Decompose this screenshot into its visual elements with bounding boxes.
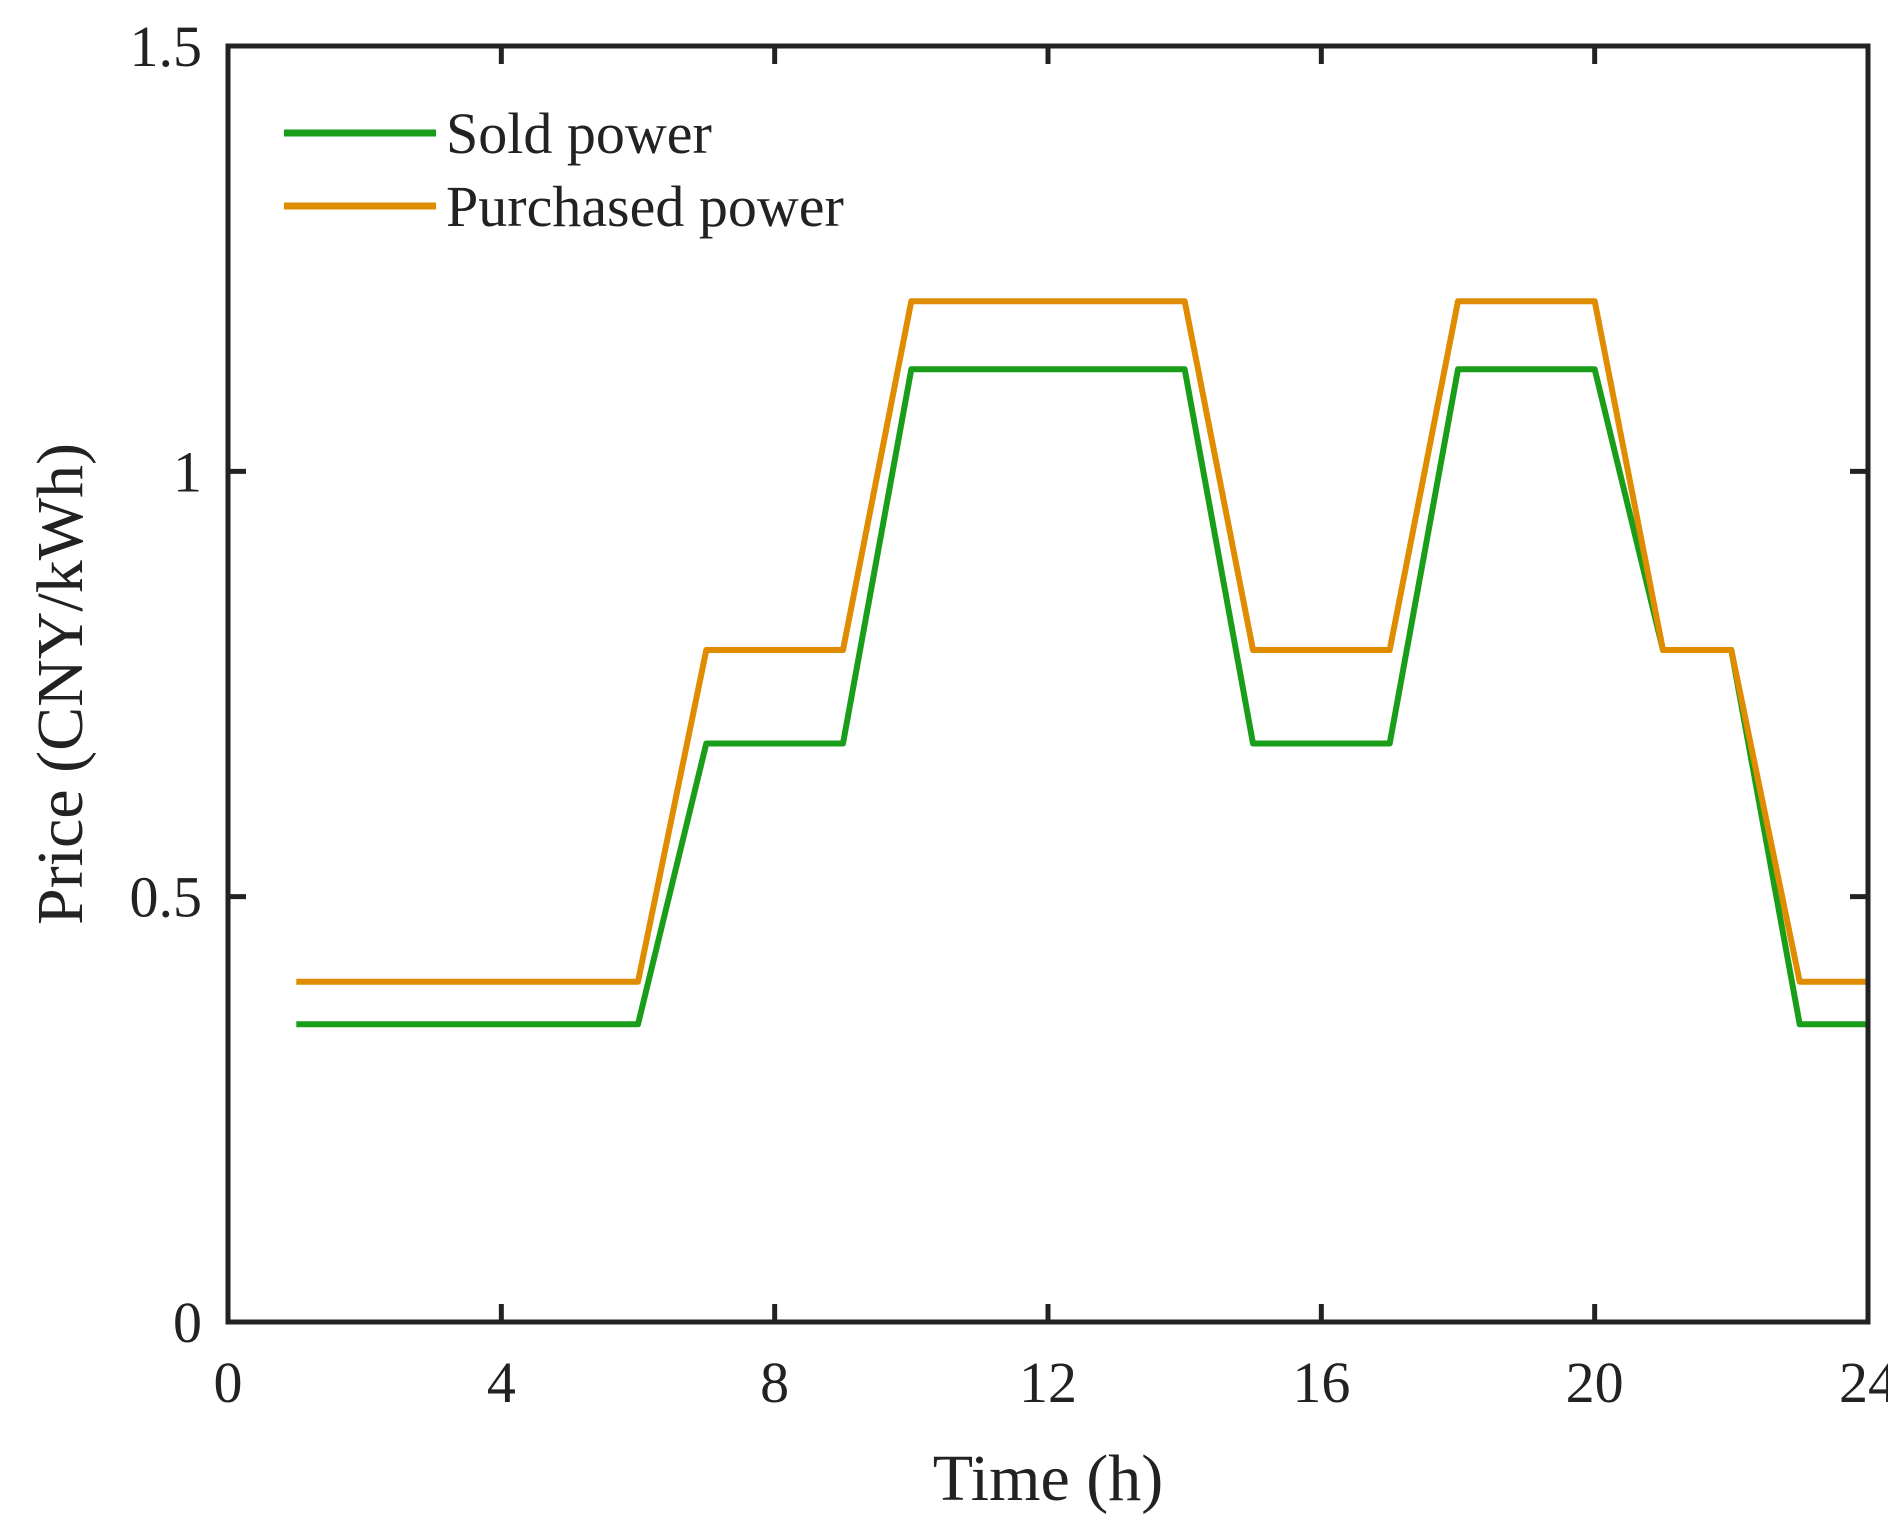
x-tick-label: 8	[760, 1350, 789, 1415]
legend-label-sold-power: Sold power	[446, 101, 712, 166]
legend-label-purchased-power: Purchased power	[446, 174, 844, 239]
tick-labels: 0 4 8 12 16 20 24 0 0.5 1 1.5	[130, 14, 1888, 1415]
x-axis-title: Time (h)	[933, 1442, 1163, 1515]
y-tick-label: 0	[173, 1290, 202, 1355]
series-line-sold-power	[296, 369, 1868, 1024]
legend: Sold power Purchased power	[284, 101, 844, 239]
y-tick-label: 0.5	[130, 865, 203, 930]
y-tick-label: 1	[173, 439, 202, 504]
x-tick-label: 0	[214, 1350, 243, 1415]
y-tick-label: 1.5	[130, 14, 203, 79]
y-axis-title: Price (CNY/kWh)	[24, 443, 97, 925]
series-layer	[296, 301, 1868, 1024]
x-tick-label: 4	[487, 1350, 516, 1415]
x-tick-label: 16	[1292, 1350, 1350, 1415]
x-tick-label: 24	[1839, 1350, 1888, 1415]
x-tick-label: 20	[1566, 1350, 1624, 1415]
x-tick-label: 12	[1019, 1350, 1077, 1415]
series-line-purchased-power	[296, 301, 1868, 982]
